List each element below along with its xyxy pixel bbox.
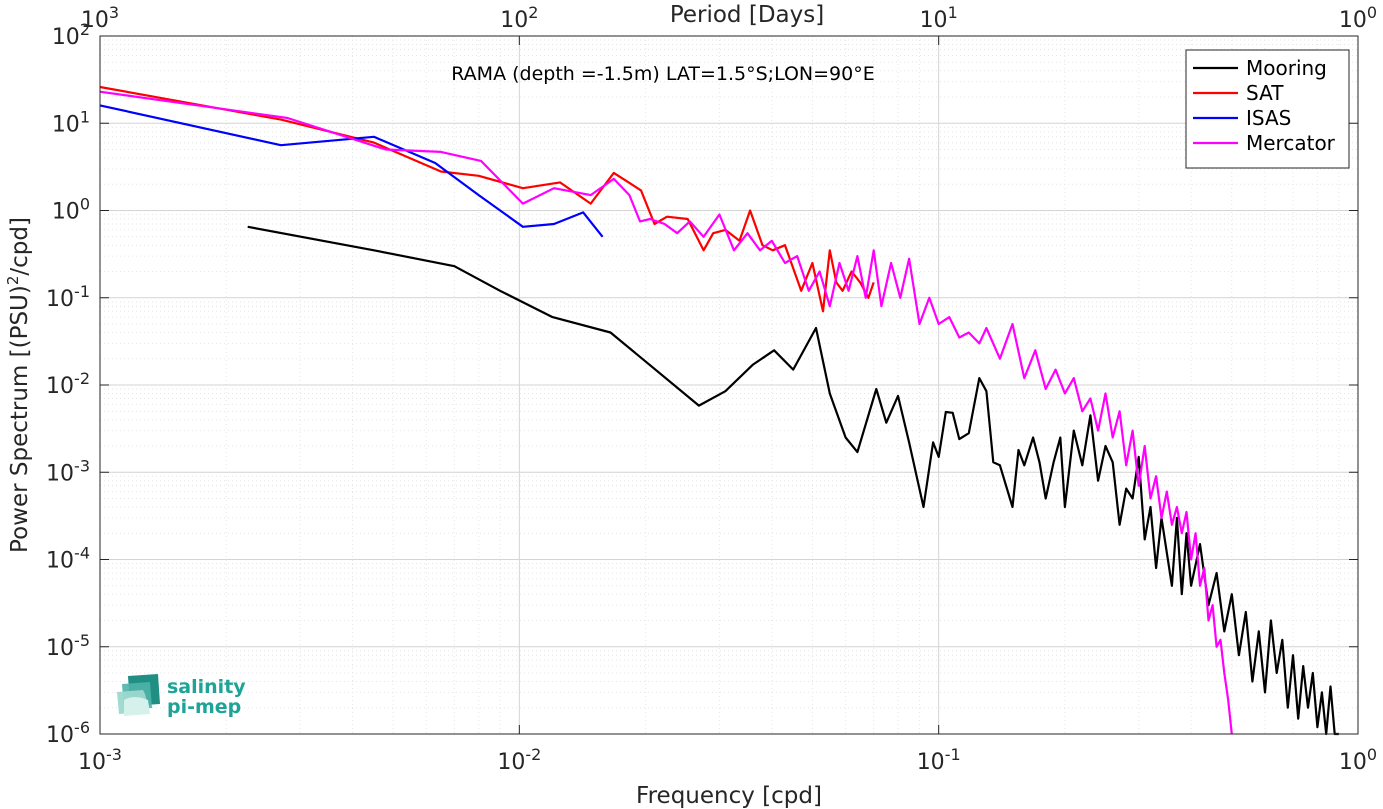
top-tick-label: 100 — [1339, 3, 1377, 33]
y-tick-label-exp: 0 — [80, 195, 90, 214]
top-tick-label-base: 10 — [500, 8, 528, 33]
y-tick-label-exp: -6 — [74, 718, 90, 737]
legend-label-isas: ISAS — [1246, 106, 1291, 130]
top-tick-label-exp: 1 — [948, 3, 958, 22]
top-x-axis-label: Period [Days] — [670, 2, 824, 28]
salinity-pi-mep-logo-icon — [117, 674, 160, 716]
y-tick-label-base: 10 — [46, 287, 74, 312]
top-tick-label-base: 10 — [81, 8, 109, 33]
y-tick-label: 10-1 — [46, 282, 90, 312]
y-tick-label-exp: -5 — [74, 631, 90, 650]
y-tick-label-exp: 2 — [80, 20, 90, 39]
x-tick-label-exp: 0 — [1367, 745, 1377, 764]
legend-label-sat: SAT — [1246, 81, 1284, 105]
y-tick-label: 10-2 — [46, 369, 90, 399]
y-tick-label: 102 — [52, 20, 90, 50]
x-tick-label: 10-1 — [917, 745, 961, 775]
y-tick-label-exp: -1 — [74, 282, 90, 301]
top-tick-label-exp: 0 — [1367, 3, 1377, 22]
salinity-pi-mep-logo: salinity pi-mep — [117, 674, 246, 718]
legend-label-mooring: Mooring — [1246, 56, 1327, 80]
y-axis-label-sup: 2 — [4, 276, 22, 286]
y-tick-label-base: 10 — [46, 636, 74, 661]
y-tick-label-base: 10 — [46, 549, 74, 574]
x-tick-label-exp: -2 — [525, 745, 541, 764]
x-tick-label-base: 10 — [1339, 750, 1367, 775]
series-line-isas — [99, 104, 604, 238]
y-tick-label-exp: -3 — [74, 456, 90, 475]
x-tick-label-exp: -3 — [106, 745, 122, 764]
y-axis-label-main: Power Spectrum [(PSU) — [7, 285, 33, 553]
y-tick-label: 10-5 — [46, 631, 90, 661]
legend-box — [1185, 49, 1350, 169]
logo-line-1: salinity — [167, 676, 246, 698]
top-tick-label-base: 10 — [920, 8, 948, 33]
axis-ticks — [99, 35, 1359, 735]
x-tick-label: 10-2 — [497, 745, 541, 775]
y-tick-label-exp: 1 — [80, 107, 90, 126]
y-tick-label: 100 — [52, 195, 90, 225]
x-tick-label-base: 10 — [497, 750, 525, 775]
top-tick-label: 103 — [81, 3, 119, 33]
series-line-sat — [99, 85, 875, 313]
y-tick-label-base: 10 — [46, 374, 74, 399]
x-tick-label-base: 10 — [917, 750, 945, 775]
y-tick-label-base: 10 — [46, 461, 74, 486]
legend-label-mercator: Mercator — [1246, 131, 1336, 155]
y-tick-label-base: 10 — [52, 200, 80, 225]
y-tick-label-base: 10 — [52, 25, 80, 50]
top-tick-label-exp: 3 — [109, 3, 119, 22]
y-tick-label: 10-6 — [46, 718, 90, 748]
y-tick-label: 10-4 — [46, 544, 90, 574]
x-tick-label-exp: -1 — [945, 745, 961, 764]
y-tick-label-base: 10 — [46, 723, 74, 748]
logo-line-2: pi-mep — [167, 696, 241, 718]
y-tick-label-exp: -2 — [74, 369, 90, 388]
top-tick-label: 101 — [920, 3, 958, 33]
top-tick-label-base: 10 — [1339, 8, 1367, 33]
x-tick-label: 10-3 — [78, 745, 122, 775]
y-axis-label: Power Spectrum [(PSU)2/cpd] — [4, 217, 33, 553]
y-tick-label-exp: -4 — [74, 544, 90, 563]
y-tick-label-base: 10 — [52, 112, 80, 137]
x-tick-label: 100 — [1339, 745, 1377, 775]
series-lines — [99, 85, 1339, 736]
x-tick-label-base: 10 — [78, 750, 106, 775]
x-axis-label: Frequency [cpd] — [636, 783, 822, 809]
series-line-mercator — [99, 90, 1233, 735]
grid-minor — [100, 36, 1358, 734]
series-line-mooring — [247, 225, 1339, 736]
top-tick-label: 102 — [500, 3, 538, 33]
y-tick-label: 10-3 — [46, 456, 90, 486]
y-axis-label-end: /cpd] — [7, 217, 33, 276]
top-tick-label-exp: 2 — [528, 3, 538, 22]
y-tick-label: 101 — [52, 107, 90, 137]
chart-annotation: RAMA (depth =-1.5m) LAT=1.5°S;LON=90°E — [451, 63, 875, 85]
